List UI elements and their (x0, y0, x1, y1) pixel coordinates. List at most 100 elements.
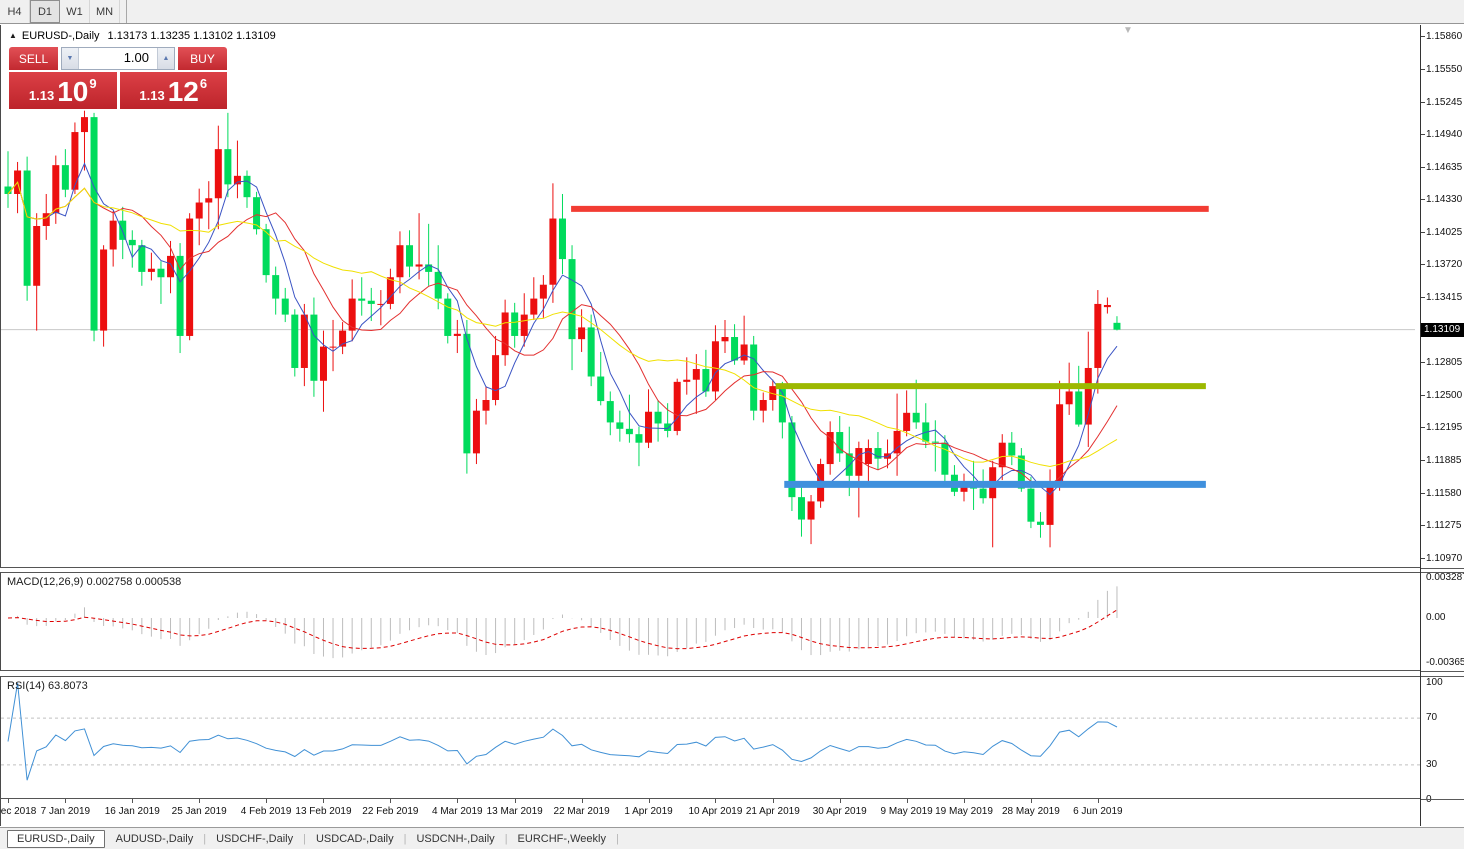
timeframe-tab-h4[interactable]: H4 (0, 0, 30, 23)
candlestick (262, 223, 270, 283)
date-axis-tick (906, 799, 908, 803)
candlestick (587, 314, 595, 387)
candle-body (625, 428, 633, 435)
buy-button[interactable]: BUY (178, 47, 227, 70)
price-axis-tick (1421, 525, 1425, 527)
price-axis-label: 1.10970 (1426, 552, 1463, 564)
candlestick (291, 309, 299, 377)
candle-body (329, 346, 337, 348)
macd-canvas[interactable] (1, 573, 1421, 670)
chart-tab-usdcad-daily[interactable]: USDCAD-,Daily (315, 832, 394, 845)
date-axis-tick (581, 799, 583, 803)
candle-body (167, 255, 175, 278)
candle-body (807, 501, 815, 520)
candlestick (884, 439, 892, 469)
candle-body (195, 202, 203, 219)
chart-tab-eurchf-weekly[interactable]: EURCHF-,Weekly (517, 832, 606, 845)
candlestick (788, 416, 796, 512)
chart-tab-usdcnh-daily[interactable]: USDCNH-,Daily (416, 832, 495, 845)
volume-decrease-button[interactable]: ▼ (62, 48, 79, 69)
sell-button[interactable]: SELL (9, 47, 58, 70)
date-axis-label: 28 May 2019 (1001, 806, 1060, 817)
candle-body (998, 442, 1006, 468)
candle-body (233, 175, 241, 185)
date-axis-label: 1 Apr 2019 (624, 806, 673, 817)
chart-tab-eurusd-daily[interactable]: EURUSD-,Daily (7, 829, 105, 848)
price-chart-canvas[interactable] (1, 25, 1421, 567)
volume-increase-button[interactable]: ▲ (157, 48, 174, 69)
collapse-icon[interactable]: ▲ (9, 31, 17, 40)
date-axis-label: 4 Mar 2019 (432, 806, 483, 817)
candlestick (214, 125, 222, 230)
timeframe-tab-d1[interactable]: D1 (30, 0, 60, 23)
candle-body (243, 175, 251, 198)
chart-tab-usdchf-daily[interactable]: USDCHF-,Daily (216, 832, 294, 845)
timeframe-tab-mn[interactable]: MN (90, 0, 120, 23)
price-axis-label: 1.12805 (1426, 357, 1463, 369)
price-axis[interactable]: 1.13109 1.15860 1.15550 1.15245 1.14940 1.14… (1420, 25, 1464, 826)
candlestick (673, 378, 681, 436)
candlestick (616, 410, 624, 442)
candlestick (654, 400, 662, 442)
candlestick (128, 230, 136, 268)
buy-price-prefix: 1.13 (139, 88, 165, 103)
price-axis-tick (1421, 69, 1425, 71)
chart-symbol-label: EURUSD-,Daily (21, 30, 100, 42)
candlestick (683, 357, 691, 395)
candlestick (253, 191, 261, 235)
rsi-canvas[interactable] (1, 677, 1421, 798)
candlestick (645, 389, 653, 449)
candlestick (989, 460, 997, 548)
timeframe-tab-w1[interactable]: W1 (60, 0, 90, 23)
buy-price-tile[interactable]: 1.13 12 6 (119, 72, 227, 109)
sell-price-tile[interactable]: 1.13 10 9 (9, 72, 117, 109)
candle-body (1103, 304, 1111, 308)
date-axis-label: 22 Mar 2019 (553, 806, 610, 817)
chart-tab-audusd-daily[interactable]: AUDUSD-,Daily (115, 832, 194, 845)
candle-body (272, 275, 280, 299)
price-axis-label: 1.14025 (1426, 226, 1463, 238)
candlestick (233, 140, 241, 199)
candle-body (386, 277, 394, 304)
candlestick (272, 266, 280, 315)
candlestick (472, 398, 480, 465)
date-axis-label: 10 Apr 2019 (688, 806, 743, 817)
candlestick (147, 252, 155, 281)
candle-body (874, 448, 882, 459)
rsi-indicator-pane[interactable]: RSI(14) 63.8073 (0, 676, 1421, 799)
date-axis-label: 9 May 2019 (880, 806, 933, 817)
macd-axis-label: 0.003287 (1426, 572, 1464, 583)
chart-shift-marker-icon[interactable]: ▼ (1123, 25, 1133, 36)
candle-body (90, 117, 98, 331)
candlestick (348, 279, 356, 342)
candle-body (788, 422, 796, 498)
candlestick (511, 302, 519, 348)
date-axis-label: 30 Apr 2019 (812, 806, 867, 817)
candle-body (128, 239, 136, 246)
candle-body (520, 314, 528, 336)
macd-indicator-pane[interactable]: MACD(12,26,9) 0.002758 0.000538 (0, 572, 1421, 671)
price-axis-label: 1.12195 (1426, 422, 1463, 434)
price-axis-tick (1421, 101, 1425, 103)
candle-body (979, 488, 987, 499)
candle-body (1036, 521, 1044, 525)
candlestick (721, 319, 729, 354)
date-axis-tick (964, 799, 965, 803)
candlestick (1036, 512, 1044, 538)
candle-body (769, 386, 777, 400)
candle-body (205, 198, 213, 203)
candlestick (520, 293, 528, 347)
price-axis-label: 1.13415 (1426, 291, 1463, 303)
candlestick (492, 335, 500, 406)
volume-input[interactable]: 1.00 (123, 50, 149, 65)
price-axis-tick (1421, 296, 1425, 298)
candlestick (23, 156, 31, 301)
price-axis-tick (1421, 460, 1425, 462)
price-chart-pane[interactable]: ▲ EURUSD-,Daily 1.13173 1.13235 1.13102 1.… (0, 25, 1421, 568)
candle-body (931, 441, 939, 443)
date-axis-tick (514, 799, 516, 803)
candle-body (1017, 455, 1025, 489)
candle-body (396, 245, 404, 278)
candlestick (1084, 331, 1092, 447)
